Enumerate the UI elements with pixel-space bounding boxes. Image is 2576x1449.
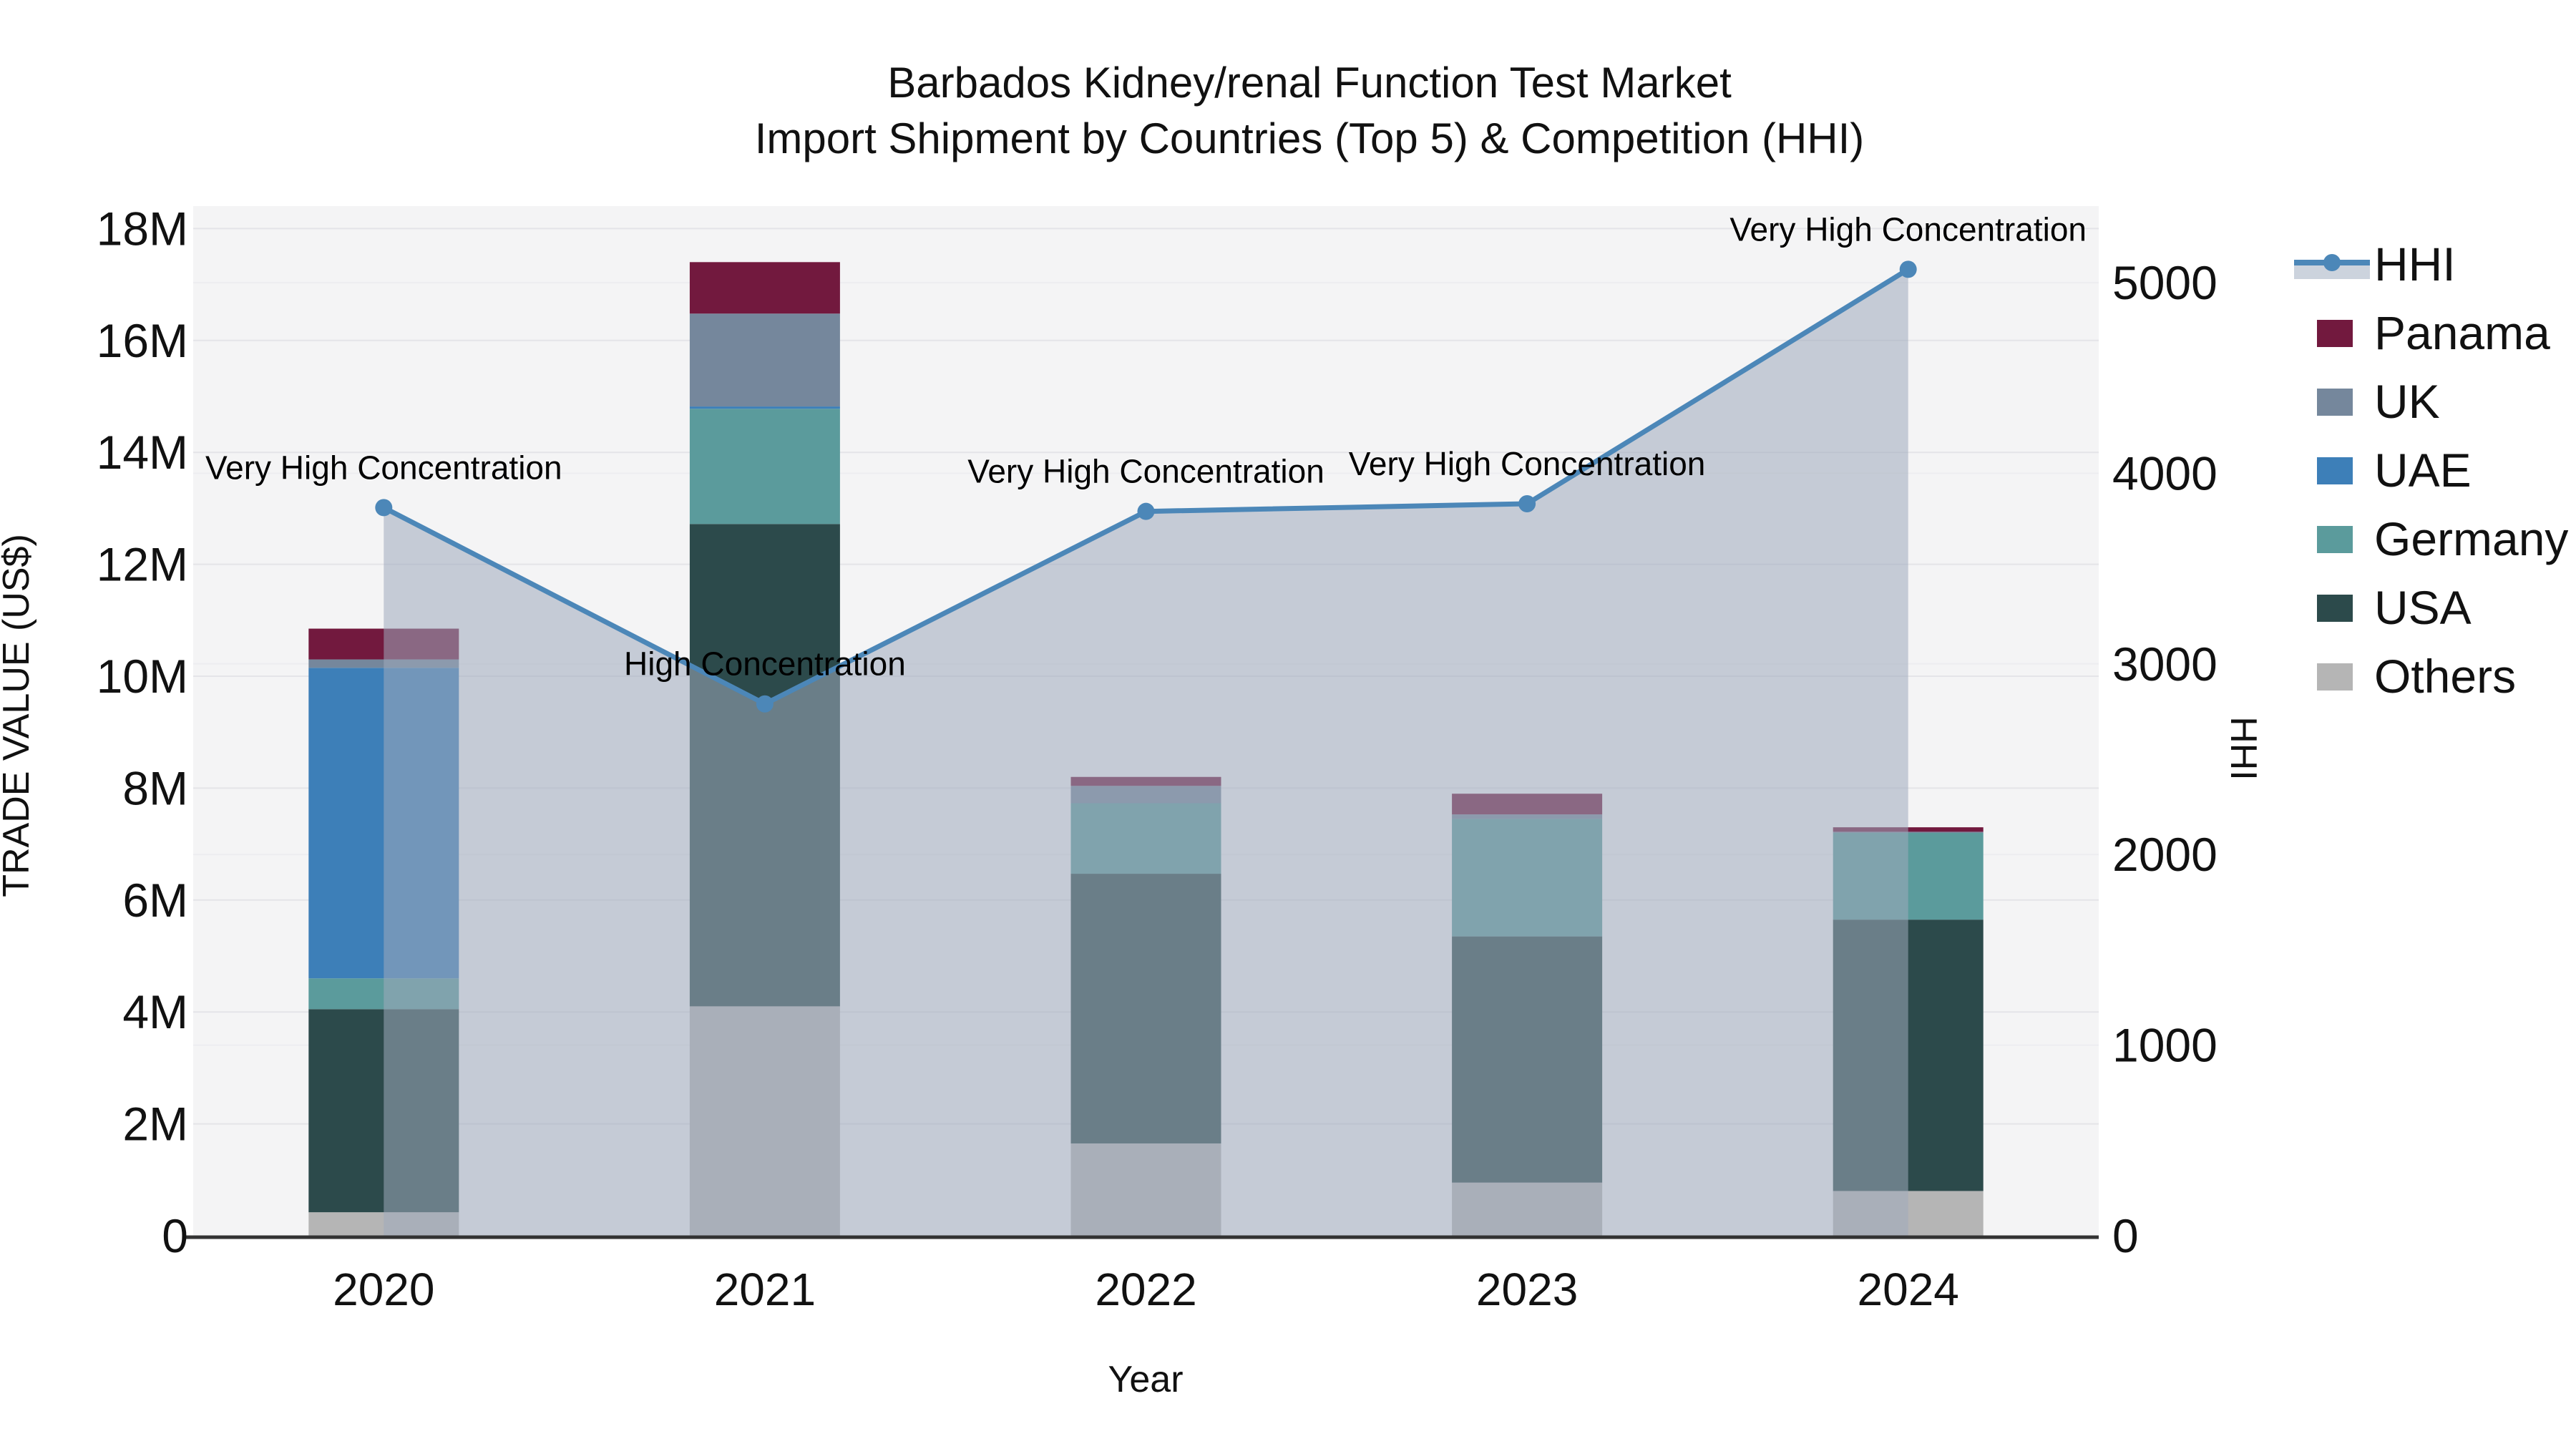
annotation-2021: High Concentration: [624, 645, 906, 683]
legend-swatch-others: [2317, 663, 2353, 691]
y-left-tick-4M: 4M: [122, 985, 188, 1038]
annotation-2020: Very High Concentration: [205, 449, 562, 486]
y-right-tick-3000: 3000: [2112, 638, 2218, 691]
hhi-line: [375, 260, 1917, 713]
bar-segment-2021-germany[interactable]: [689, 409, 840, 525]
y-left-tick-16M: 16M: [97, 314, 188, 367]
hhi-point-2021[interactable]: [756, 695, 774, 713]
legend: HHI Panama UK UAE Germany USA Others: [2294, 238, 2568, 703]
legend-label-germany: Germany: [2374, 512, 2568, 565]
y-left-axis-title: TRADE VALUE (US$): [0, 534, 37, 897]
hhi-point-2024[interactable]: [1899, 260, 1917, 278]
x-tick-2020: 2020: [333, 1264, 434, 1315]
y-left-ticks: 0 2M 4M 6M 8M 10M 12M 14M 16M 18M: [97, 202, 188, 1262]
chart-title-line1: Barbados Kidney/renal Function Test Mark…: [887, 59, 1732, 107]
x-tick-2024: 2024: [1858, 1264, 1959, 1315]
x-tick-2022: 2022: [1095, 1264, 1196, 1315]
legend-label-others: Others: [2374, 650, 2516, 703]
y-right-tick-0: 0: [2112, 1209, 2139, 1262]
annotations: Very High Concentration High Concentratio…: [205, 210, 2087, 682]
y-left-tick-12M: 12M: [97, 538, 188, 591]
y-left-tick-0: 0: [162, 1209, 188, 1262]
bar-segment-2021-panama[interactable]: [689, 262, 840, 314]
y-left-tick-2M: 2M: [122, 1098, 188, 1151]
legend-swatch-uk: [2317, 389, 2353, 416]
legend-item-hhi[interactable]: HHI: [2294, 238, 2456, 291]
y-left-tick-6M: 6M: [122, 874, 188, 927]
legend-item-germany[interactable]: Germany: [2317, 512, 2568, 565]
legend-item-usa[interactable]: USA: [2317, 581, 2472, 634]
x-tick-2021: 2021: [714, 1264, 816, 1315]
legend-hhi-marker: [2323, 254, 2341, 271]
x-ticks: 2020 2021 2022 2023 2024: [333, 1264, 1959, 1315]
annotation-2022: Very High Concentration: [967, 453, 1324, 490]
bar-segment-2021-uk[interactable]: [689, 313, 840, 407]
y-right-axis-title: HHI: [2223, 716, 2264, 781]
legend-item-others[interactable]: Others: [2317, 650, 2516, 703]
chart-title-line2: Import Shipment by Countries (Top 5) & C…: [755, 114, 1865, 162]
y-right-tick-5000: 5000: [2112, 256, 2218, 309]
x-axis-title: Year: [1108, 1359, 1183, 1400]
legend-label-panama: Panama: [2374, 306, 2550, 359]
legend-swatch-usa: [2317, 595, 2353, 622]
legend-swatch-germany: [2317, 526, 2353, 553]
legend-swatch-panama: [2317, 320, 2353, 347]
legend-item-panama[interactable]: Panama: [2317, 306, 2550, 359]
y-right-tick-4000: 4000: [2112, 447, 2218, 499]
legend-label-hhi: HHI: [2374, 238, 2456, 291]
legend-item-uk[interactable]: UK: [2317, 375, 2440, 428]
y-right-ticks: 0 1000 2000 3000 4000 5000: [2112, 256, 2218, 1262]
annotation-2023: Very High Concentration: [1349, 445, 1706, 482]
y-right-tick-1000: 1000: [2112, 1019, 2218, 1072]
legend-label-uk: UK: [2374, 375, 2440, 428]
legend-item-uae[interactable]: UAE: [2317, 444, 2472, 497]
annotation-2024: Very High Concentration: [1729, 210, 2087, 248]
legend-label-uae: UAE: [2374, 444, 2472, 497]
y-left-tick-14M: 14M: [97, 426, 188, 479]
hhi-point-2023[interactable]: [1518, 495, 1536, 513]
x-tick-2023: 2023: [1476, 1264, 1578, 1315]
y-left-tick-18M: 18M: [97, 202, 188, 255]
hhi-point-2022[interactable]: [1137, 502, 1155, 520]
bar-segment-2021-uae[interactable]: [689, 406, 840, 409]
y-left-tick-8M: 8M: [122, 761, 188, 814]
y-left-tick-10M: 10M: [97, 650, 188, 703]
legend-swatch-uae: [2317, 457, 2353, 484]
legend-label-usa: USA: [2374, 581, 2472, 634]
hhi-point-2020[interactable]: [375, 499, 393, 517]
y-right-tick-2000: 2000: [2112, 828, 2218, 881]
